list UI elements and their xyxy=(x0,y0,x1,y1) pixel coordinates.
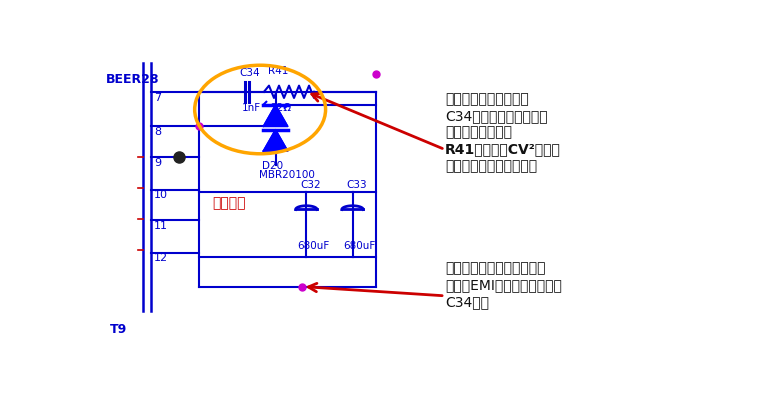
Text: 1nF: 1nF xyxy=(242,103,261,113)
Text: C34的値: C34的値 xyxy=(445,295,489,309)
Text: BEER28: BEER28 xyxy=(106,73,160,86)
Text: 22Ω: 22Ω xyxy=(270,103,291,113)
Text: R41: R41 xyxy=(268,66,288,76)
Text: 肖特基电容比较大，和: 肖特基电容比较大，和 xyxy=(445,92,529,106)
Text: 680uF: 680uF xyxy=(344,241,375,251)
Text: 8: 8 xyxy=(154,127,161,137)
Text: 11: 11 xyxy=(154,221,168,231)
Text: C34一起反射到初级起到: C34一起反射到初级起到 xyxy=(445,109,547,123)
Text: 分布电容的作用。: 分布电容的作用。 xyxy=(445,126,512,140)
Text: 10: 10 xyxy=(154,190,168,200)
Text: MBR20100: MBR20100 xyxy=(259,170,314,180)
Text: C34: C34 xyxy=(239,68,260,78)
Text: 输出电路: 输出电路 xyxy=(212,197,246,211)
Text: R41消耗能量CV²，输出: R41消耗能量CV²，输出 xyxy=(445,143,560,157)
Text: C32: C32 xyxy=(300,180,321,190)
Text: 电压高时这部分能量很大: 电压高时这部分能量很大 xyxy=(445,159,537,173)
Text: 12: 12 xyxy=(154,253,168,264)
Text: T9: T9 xyxy=(110,323,127,336)
Text: 提高变比有利于降低此损耗: 提高变比有利于降低此损耗 xyxy=(445,261,546,275)
Text: 9: 9 xyxy=(154,158,161,168)
Polygon shape xyxy=(263,105,288,126)
Polygon shape xyxy=(263,129,288,151)
Text: D20: D20 xyxy=(262,161,283,171)
Text: 7: 7 xyxy=(154,93,161,103)
Text: C33: C33 xyxy=(347,180,367,190)
Text: 680uF: 680uF xyxy=(297,241,330,251)
Text: 在满足EMI的要求下尽量降低: 在满足EMI的要求下尽量降低 xyxy=(445,278,562,292)
